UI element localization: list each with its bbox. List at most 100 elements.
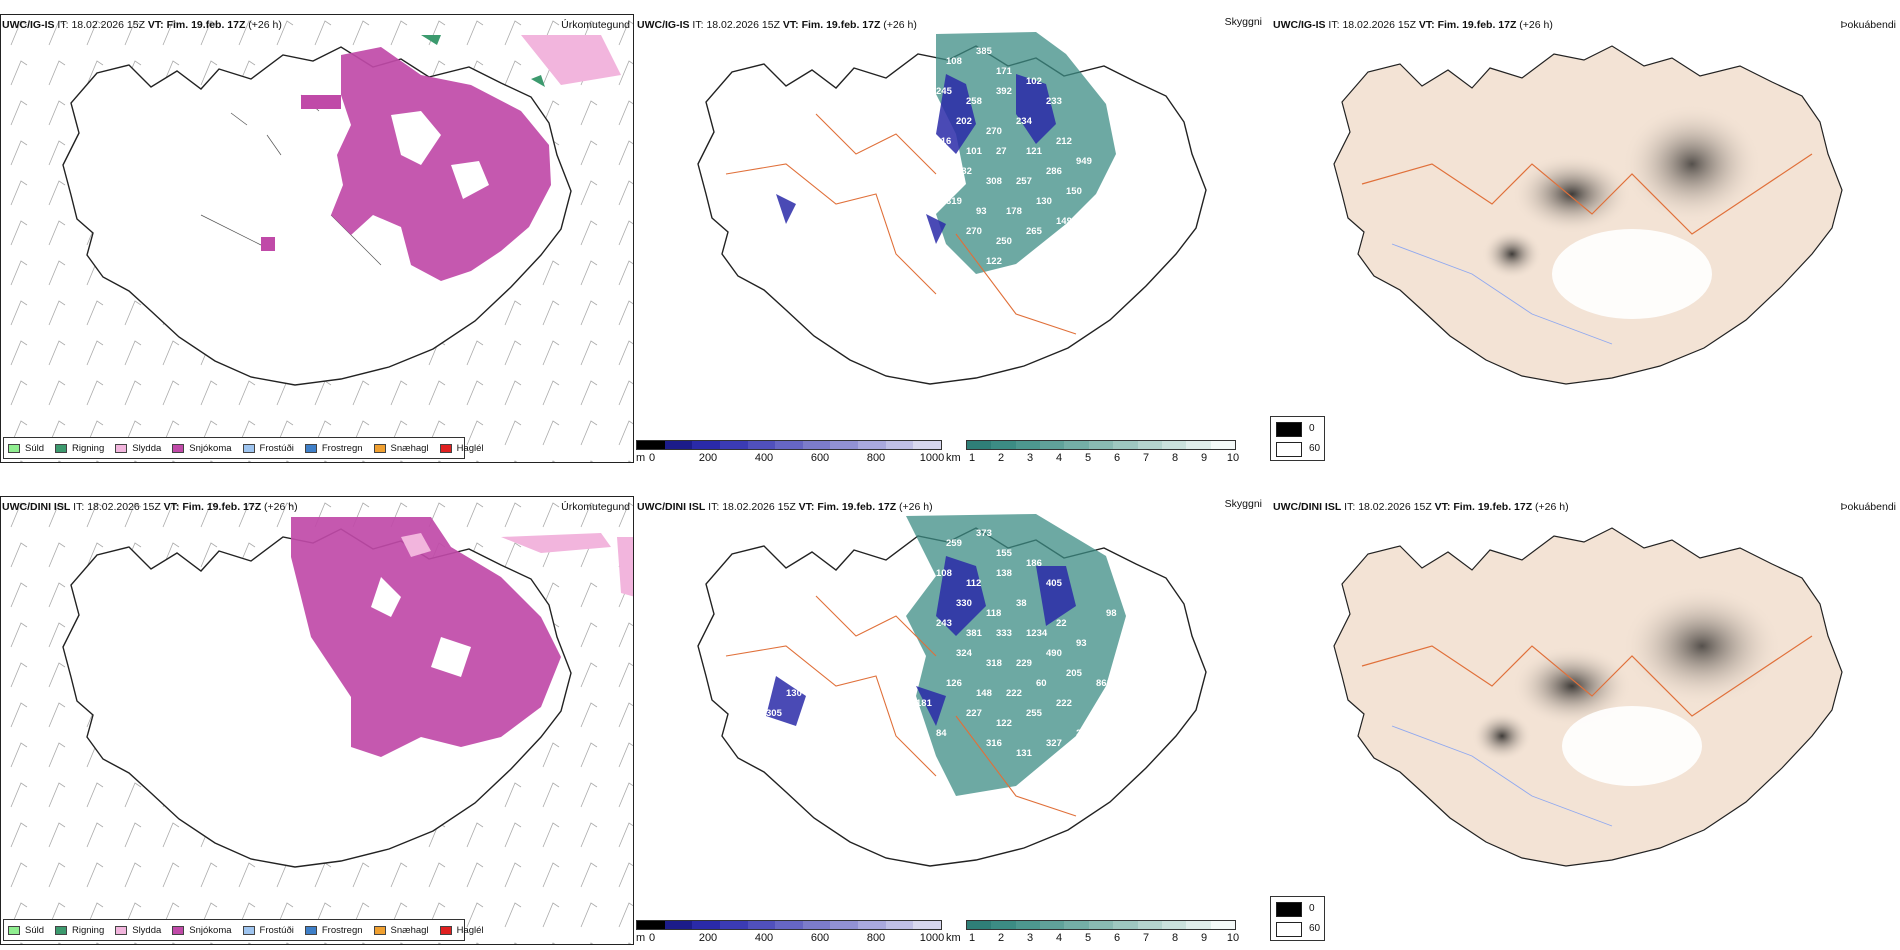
fog-key-label: 0 bbox=[1309, 423, 1315, 434]
colorbar-tick-label: 200 bbox=[698, 932, 718, 944]
cloud-base-value: 1234 bbox=[1026, 628, 1048, 639]
visibility-colorbar: km 1 2 3 4 5 6 7 8 9 10 bbox=[946, 440, 1239, 466]
variable-name: Úrkomutegund bbox=[561, 19, 630, 31]
colorbar-segment bbox=[775, 921, 803, 929]
legend-swatch bbox=[373, 443, 386, 453]
legend-item: Frostúði bbox=[242, 442, 294, 454]
model-name: UWC/DINI ISL bbox=[1273, 501, 1342, 513]
colorbar-segment bbox=[991, 441, 1016, 449]
cloud-base-value: 243 bbox=[936, 618, 952, 629]
colorbar-tick-label: 7 bbox=[1142, 452, 1150, 464]
colorbar-tick-label: 8 bbox=[1171, 452, 1179, 464]
legend-swatch bbox=[55, 443, 68, 453]
lead-time: (+26 h) bbox=[883, 19, 917, 31]
legend-swatch bbox=[439, 925, 452, 935]
cloud-base-value: 126 bbox=[946, 678, 962, 689]
fog-key-swatch bbox=[1276, 422, 1302, 437]
fog-key-label: 60 bbox=[1309, 923, 1321, 934]
cloud-base-bar bbox=[636, 440, 942, 450]
legend-swatch bbox=[55, 925, 68, 935]
variable-name: Þokuábendi bbox=[1840, 19, 1896, 31]
cloud-base-value: 72 bbox=[1036, 286, 1047, 297]
fog-indicator-panel-row2 bbox=[1272, 496, 1900, 945]
init-time: 18.02.2026 15Z bbox=[706, 19, 780, 31]
colorbar-tick-label: 800 bbox=[866, 452, 886, 464]
cloud-base-value: 405 bbox=[1046, 578, 1063, 589]
valid-time: Fim. 19.feb. 17Z bbox=[166, 19, 246, 31]
cloud-base-value: 149 bbox=[1056, 216, 1072, 227]
fog-key-label: 0 bbox=[1309, 903, 1315, 914]
cloud-base-value: 102 bbox=[1026, 76, 1042, 87]
legend-swatch bbox=[172, 443, 185, 453]
cloud-base-colorbar: m 0 200 400 600 800 1000 bbox=[636, 920, 944, 946]
cloud-base-value: 381 bbox=[966, 628, 983, 639]
fog-indicator-key: 0 60 bbox=[1270, 896, 1325, 941]
cloud-base-value: 130 bbox=[786, 688, 802, 699]
legend-item: Frostúði bbox=[242, 924, 294, 936]
legend-label: Haglél bbox=[456, 442, 484, 454]
cloud-base-value: 286 bbox=[1046, 166, 1062, 177]
legend-label: Frostúði bbox=[259, 924, 294, 936]
legend-label: Súld bbox=[25, 442, 45, 454]
colorbar-unit: m bbox=[636, 932, 646, 944]
colorbar-segment bbox=[1064, 441, 1089, 449]
cloud-base-value: 181 bbox=[916, 698, 933, 709]
variable-name: Þokuábendi bbox=[1840, 501, 1896, 513]
cloud-base-value: 222 bbox=[1056, 698, 1072, 709]
cloud-base-value: 118 bbox=[986, 608, 1001, 619]
init-time: 18.02.2026 15Z bbox=[1358, 501, 1432, 513]
cloud-visibility-panel-row1: 108 385 171 245 258 392 102 233 202 270 234 116 101 2… bbox=[636, 14, 1270, 463]
cloud-base-labels: 259 373 155 108 112 138 186 405 330 118 38 243 381 33… bbox=[766, 528, 1117, 779]
colorbar-tick-label: 10 bbox=[1226, 932, 1240, 944]
colorbar-segment bbox=[1064, 921, 1089, 929]
visibility-colorbar: km 1 2 3 4 5 6 7 8 9 10 bbox=[946, 920, 1240, 946]
cloud-base-value: 150 bbox=[1066, 186, 1082, 197]
legend-label: Slydda bbox=[132, 924, 162, 936]
cloud-visibility-panel-row2: 259 373 155 108 112 138 186 405 330 118 38 243 381 33… bbox=[636, 496, 1270, 945]
colorbar-tick-label: 1000 bbox=[919, 452, 945, 464]
precip-type-panel-row1: Súld Rigning Slydda Snjókoma Frostúði Fr… bbox=[0, 14, 634, 463]
legend-item: Rigning bbox=[55, 443, 104, 454]
legend-swatch bbox=[8, 925, 20, 935]
colorbar-segment bbox=[1210, 921, 1235, 929]
legend-item: Rigning bbox=[55, 925, 104, 936]
lead-time: (+26 h) bbox=[248, 19, 282, 31]
legend-label: Frostúði bbox=[259, 442, 294, 454]
fog-indicator-panel-row1 bbox=[1272, 14, 1900, 463]
init-time: 18.02.2026 15Z bbox=[71, 19, 145, 31]
cloud-base-value: 27 bbox=[996, 146, 1007, 157]
precip-type-map bbox=[1, 497, 633, 944]
cloud-base-value: 290 bbox=[1076, 728, 1092, 739]
cloud-base-value: 373 bbox=[976, 528, 992, 539]
colorbar-segment bbox=[1137, 921, 1162, 929]
cloud-base-value: 148 bbox=[976, 688, 992, 699]
legend-swatch bbox=[242, 443, 255, 453]
colorbar-segment bbox=[1088, 921, 1114, 929]
colorbar-segment bbox=[913, 441, 942, 449]
cloud-base-value: 305 bbox=[766, 708, 783, 719]
cloud-base-value: 205 bbox=[1066, 668, 1083, 679]
legend-swatch bbox=[115, 925, 128, 935]
legend-swatch bbox=[373, 925, 386, 935]
fog-indicator-map bbox=[1333, 527, 1843, 867]
legend-label: Súld bbox=[25, 924, 45, 936]
legend-label: Snjókoma bbox=[189, 442, 232, 454]
cloud-base-value: 257 bbox=[1016, 176, 1032, 187]
lead-time: (+26 h) bbox=[1519, 19, 1553, 31]
init-time: 18.02.2026 15Z bbox=[722, 501, 796, 513]
colorbar-segment bbox=[1040, 441, 1065, 449]
valid-time: Fim. 19.feb. 17Z bbox=[1437, 19, 1517, 31]
visibility-bar bbox=[966, 920, 1236, 930]
cloud-base-value: 259 bbox=[946, 538, 962, 549]
valid-label: VT: bbox=[147, 19, 164, 31]
legend-label: Haglél bbox=[456, 924, 484, 936]
fog-indicator-key: 0 60 bbox=[1270, 416, 1325, 461]
colorbar-segment bbox=[637, 441, 665, 449]
colorbar-segment bbox=[1161, 441, 1187, 449]
valid-label: VT: bbox=[1434, 501, 1451, 513]
colorbar-tick-label: 400 bbox=[754, 932, 774, 944]
colorbar-unit: km bbox=[946, 452, 961, 464]
legend-item: Haglél bbox=[439, 442, 484, 454]
precip-type-legend: Súld Rigning Slydda Snjókoma Frostúði Fr… bbox=[3, 919, 484, 941]
